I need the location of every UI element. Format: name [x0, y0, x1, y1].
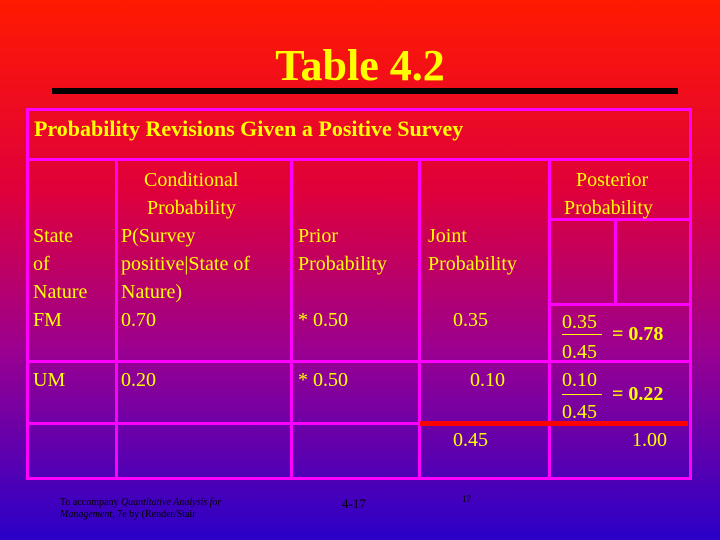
- header-joint-2: Probability: [428, 253, 517, 275]
- slide-title: Table 4.2: [275, 41, 445, 90]
- row-um-joint: 0.10: [470, 369, 505, 391]
- row-um-state: UM: [33, 369, 66, 391]
- header-post-1: Posterior: [576, 169, 649, 191]
- row-um-prior: * 0.50: [298, 369, 348, 391]
- header-cond-1: Conditional: [144, 169, 239, 191]
- row-fm-state: FM: [33, 309, 62, 331]
- header-prior-1: Prior: [298, 225, 338, 247]
- header-cond-2: Probability: [147, 197, 236, 219]
- header-divider-right: [548, 218, 692, 221]
- title-underline: [52, 88, 678, 94]
- header-cond-5: Nature): [121, 281, 183, 303]
- footer-book-title-part1: Quantitative Analysis for: [120, 497, 222, 508]
- row-fm-post-den: 0.45: [562, 341, 597, 363]
- row-divider-1: [26, 360, 692, 363]
- col-divider-4: [548, 158, 551, 480]
- footer-credit-line-1: To accompany Quantitative Analysis for: [60, 497, 221, 509]
- row-um-post-result: = 0.22: [612, 383, 664, 405]
- row-um-post-num: 0.10: [562, 369, 597, 391]
- row-um-post-den: 0.45: [562, 401, 597, 423]
- row-fm-fraction-bar: [562, 334, 602, 335]
- col-divider-5: [614, 218, 617, 304]
- row-fm-conditional: 0.70: [121, 309, 156, 331]
- row-fm-post-num: 0.35: [562, 311, 597, 333]
- footer-page-label: 4-17: [342, 496, 366, 511]
- total-rule: [420, 421, 688, 426]
- header-cond-4: positive|State of: [121, 253, 250, 275]
- header-state-2: of: [33, 253, 50, 275]
- row-divider-2: [26, 422, 548, 425]
- footer-credit-line-2: Management, 7e by (Render/Stair: [60, 509, 196, 521]
- footer-suffix: , 7e by (Render/Stair: [112, 509, 196, 520]
- row-fm-joint: 0.35: [453, 309, 488, 331]
- header-state-1: State: [33, 225, 73, 247]
- header-joint-1: Joint: [428, 225, 467, 247]
- row-fm-post-result: = 0.78: [612, 323, 664, 345]
- header-cond-3: P(Survey: [121, 225, 196, 247]
- table-subtitle: Probability Revisions Given a Positive S…: [34, 116, 464, 141]
- row-um-conditional: 0.20: [121, 369, 156, 391]
- subtitle-divider: [26, 158, 692, 161]
- footer-page-number: 17: [462, 494, 471, 504]
- row-um-fraction-bar: [562, 394, 602, 395]
- footer-book-title-part2: Management: [60, 509, 113, 520]
- col-divider-2: [290, 158, 293, 480]
- table-frame: [26, 108, 692, 480]
- footer-prefix: To accompany: [60, 497, 121, 508]
- col-divider-1: [115, 158, 118, 480]
- col-divider-3: [418, 158, 421, 480]
- total-joint: 0.45: [453, 429, 488, 451]
- total-posterior: 1.00: [632, 429, 667, 451]
- header-post-2: Probability: [564, 197, 653, 219]
- row-fm-prior: * 0.50: [298, 309, 348, 331]
- header-prior-2: Probability: [298, 253, 387, 275]
- header-divider-posterior: [548, 303, 692, 306]
- header-state-3: Nature: [33, 281, 88, 303]
